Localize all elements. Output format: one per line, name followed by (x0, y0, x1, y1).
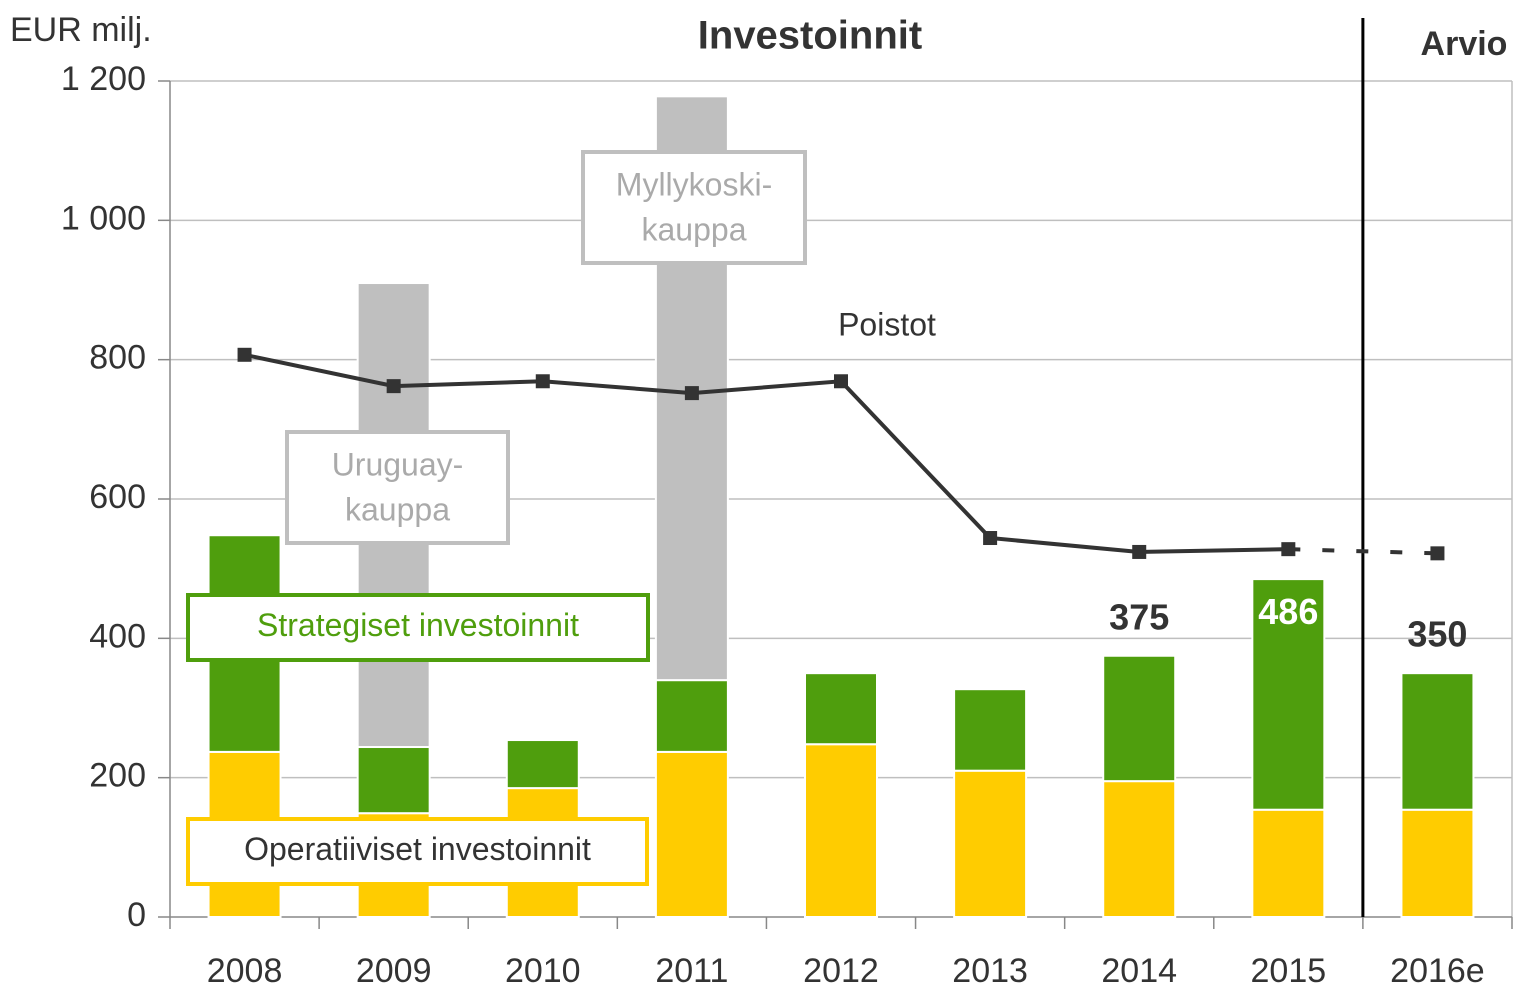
acquisition-label: Myllykoski- (616, 166, 772, 202)
line-marker (535, 374, 550, 389)
bar-segment (804, 672, 878, 746)
y-tick-label: 400 (89, 617, 146, 655)
bar-segment (1102, 654, 1177, 783)
x-tick-label: 2013 (952, 952, 1028, 990)
x-tick-label: 2009 (356, 952, 432, 990)
bar-segment (654, 679, 729, 753)
y-tick-label: 0 (127, 896, 146, 934)
line-marker (1430, 546, 1445, 561)
bar-segment (1400, 808, 1475, 918)
line-marker (386, 379, 401, 394)
acquisition-label: kauppa (345, 491, 450, 527)
acquisition-label: Uruguay- (332, 446, 464, 482)
x-tick-label: 2016e (1390, 952, 1485, 990)
y-tick-label: 600 (89, 478, 146, 516)
bar-segment (505, 739, 580, 790)
bar-segment (356, 746, 431, 815)
legend-strategic-text: Strategiset investoinnit (257, 607, 579, 643)
x-tick-label: 2015 (1251, 952, 1327, 990)
chart-title: Investoinnit (698, 14, 922, 58)
acquisition-box (285, 430, 510, 545)
line-marker (237, 347, 252, 362)
line-marker (1132, 544, 1147, 559)
total-label: 486 (1258, 591, 1318, 632)
x-tick-label: 2008 (207, 952, 283, 990)
bar-segment (1251, 808, 1326, 918)
legend-operative-box (186, 817, 649, 886)
bar-segment (804, 743, 878, 919)
y-tick-label: 1 200 (61, 60, 146, 98)
bar-segment (953, 688, 1028, 772)
legend-operative-text: Operatiiviset investoinnit (244, 831, 591, 867)
forecast-label: Arvio (1421, 25, 1508, 63)
line-poistot (244, 352, 1289, 554)
line-marker (1281, 542, 1296, 557)
x-tick-label: 2011 (655, 952, 728, 990)
bar-segment (1102, 780, 1177, 919)
line-marker (983, 531, 998, 546)
bar-segment (1251, 578, 1326, 811)
x-tick-label: 2012 (803, 952, 879, 990)
bar-segment (1400, 672, 1475, 811)
line-poistot-forecast (1288, 547, 1438, 556)
legend-strategic-box (186, 593, 650, 662)
line-marker (684, 386, 699, 401)
x-tick-label: 2010 (505, 952, 581, 990)
acquisition-label: kauppa (642, 211, 747, 247)
line-marker (834, 374, 848, 389)
y-tick-label: 800 (89, 339, 146, 377)
y-tick-label: 1 000 (61, 199, 146, 237)
x-tick-label: 2014 (1101, 952, 1177, 990)
acquisition-box (581, 150, 807, 265)
bar-segment (953, 769, 1028, 919)
total-label: 350 (1407, 614, 1467, 655)
bar-segment (654, 750, 729, 919)
line-label: Poistot (838, 306, 936, 342)
y-tick-label: 200 (89, 757, 146, 795)
total-label: 375 (1109, 596, 1169, 637)
y-axis-label: EUR milj. (10, 11, 152, 49)
